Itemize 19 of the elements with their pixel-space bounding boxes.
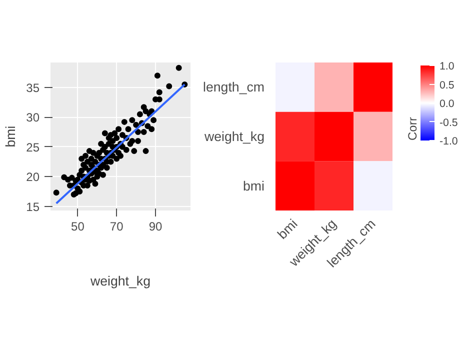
color-bar-title: Corr (406, 117, 420, 140)
color-bar-label: -1.0 (440, 136, 458, 148)
x-tick-label: 50 (71, 220, 85, 234)
y-axis-title: bmi (3, 126, 18, 148)
y-tick-label: 30 (26, 110, 40, 125)
x-axis-title: weight_kg (89, 274, 151, 288)
color-bar-label: -0.5 (440, 116, 458, 129)
y-tick-label: 20 (26, 170, 40, 184)
y-tick-label: 25 (26, 140, 40, 154)
y-tick-label: 35 (26, 80, 40, 95)
x-tick-label: 90 (148, 220, 162, 234)
color-bar-label: 0.0 (440, 98, 454, 110)
y-tick-label: length_cm (203, 80, 265, 95)
x-tick-label: 70 (110, 220, 124, 234)
color-bar-label: 1.0 (440, 60, 454, 72)
color-bar-label: 0.5 (440, 79, 454, 92)
y-tick-label: 15 (26, 200, 40, 214)
y-tick-label: bmi (243, 178, 265, 194)
y-tick-label: weight_kg (203, 129, 265, 144)
